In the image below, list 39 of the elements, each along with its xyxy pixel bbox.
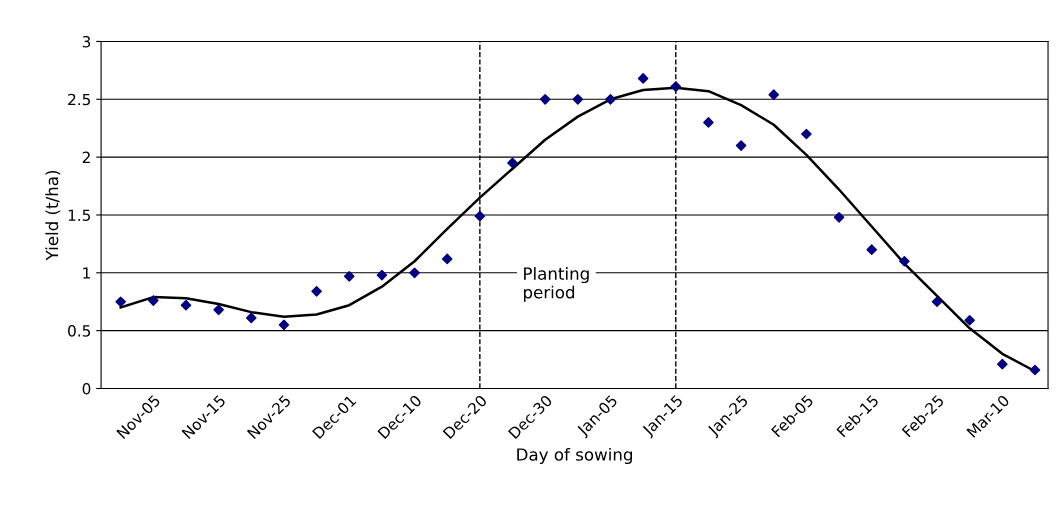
point	[343, 270, 355, 282]
y-tick-label: 3	[82, 35, 91, 48]
x-axis-title: Day of sowing	[517, 447, 632, 465]
point	[539, 93, 551, 105]
y-tick-label: 2	[82, 151, 90, 163]
point	[931, 296, 943, 308]
point	[670, 81, 682, 92]
point	[507, 157, 518, 169]
point	[311, 286, 322, 297]
point	[964, 314, 975, 326]
point	[245, 312, 257, 324]
point	[801, 128, 812, 140]
point	[866, 244, 878, 255]
point	[409, 267, 420, 279]
point	[605, 93, 616, 105]
point	[180, 299, 192, 311]
point	[833, 211, 845, 223]
y-tick-label: 0	[82, 382, 91, 395]
annotation: Planting period	[523, 266, 589, 302]
y-tick-label: 2.5	[68, 93, 91, 106]
point	[278, 319, 290, 331]
y-tick-label: 1.5	[68, 209, 91, 221]
point	[115, 296, 126, 308]
point	[997, 358, 1008, 370]
y-tick-label: 1	[83, 267, 90, 279]
point	[637, 73, 649, 84]
point	[376, 269, 388, 281]
point	[213, 304, 224, 316]
point	[474, 210, 486, 222]
point	[148, 295, 159, 306]
point	[572, 93, 584, 105]
y-axis-title: Yield (t/ha)	[45, 170, 61, 261]
point	[768, 89, 780, 100]
point	[1029, 364, 1041, 376]
point	[899, 255, 910, 267]
y-tick-label: 0.5	[68, 325, 91, 337]
point	[703, 117, 714, 128]
point	[441, 253, 453, 265]
point	[735, 140, 747, 151]
